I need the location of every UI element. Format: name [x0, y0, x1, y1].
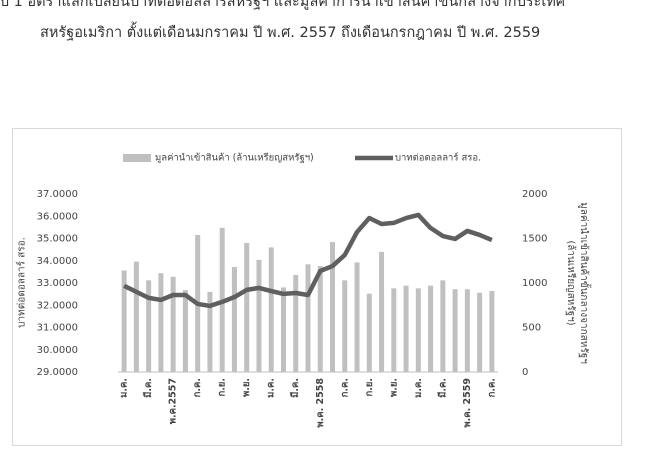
bar [366, 293, 372, 372]
bar [440, 280, 446, 372]
bar [317, 266, 323, 372]
legend-label: มูลค่านำเข้าสินค้า (ล้านเหรียญสหรัฐฯ) [155, 152, 314, 164]
bar [121, 270, 127, 372]
bar [231, 266, 237, 372]
bar [477, 292, 483, 372]
bar [354, 262, 360, 372]
line [123, 212, 493, 309]
bar [268, 247, 274, 372]
x-tick-label: พ.ค.2557 [168, 378, 179, 424]
bar [256, 259, 262, 372]
bar [391, 288, 397, 372]
y-tick-label: 32.0000 [37, 300, 78, 311]
y-tick-label: 30.0000 [37, 345, 78, 356]
bar [464, 289, 470, 372]
bar [379, 251, 385, 372]
y-tick-label: 31.0000 [37, 323, 78, 334]
y-tick-label: 29.0000 [37, 367, 78, 378]
x-tick-label: มี.ค. [142, 378, 154, 398]
y2-axis-title: มูลค่านำเข้าสินค้าขั้นกลางจากสหรัฐฯ (ล้า… [565, 202, 589, 364]
y2-tick-label: 0 [522, 367, 528, 378]
bar [207, 291, 213, 372]
y-axis-title: บาทต่อดอลลาร์ สรอ. [16, 237, 28, 328]
y2-tick-label: 2000 [522, 189, 547, 200]
x-tick-label: พ.ค. 2558 [315, 378, 326, 428]
y-tick-label: 37.0000 [37, 189, 78, 200]
bar [452, 289, 458, 372]
x-tick-label: มี.ค. [436, 378, 448, 398]
x-tick-label: พ.ค. 2559 [462, 378, 473, 428]
bar [146, 280, 152, 372]
y2-tick-label: 1000 [522, 278, 547, 289]
caption: รูป 1 อัตราแลกเปลี่ยนบาทต่อดอลลาร์สหรัฐฯ… [0, 0, 566, 41]
bar [244, 242, 250, 372]
x-tick-label: ก.ค. [339, 378, 350, 397]
bar [428, 285, 434, 372]
y2-tick-label: 500 [522, 323, 541, 334]
y-tick-label: 35.0000 [37, 234, 78, 245]
y-tick-label: 34.0000 [37, 256, 78, 267]
legend-swatch [123, 154, 151, 162]
bar [415, 288, 421, 372]
x-tick-label: ม.ค. [266, 378, 277, 398]
x-tick-label: มี.ค. [289, 378, 301, 398]
x-tick-label: ก.ค. [192, 378, 203, 397]
x-tick-label: ก.ย. [217, 378, 228, 397]
y2-tick-label: 1500 [522, 234, 547, 245]
x-tick-label: ม.ค. [119, 378, 130, 398]
bar [489, 291, 495, 372]
bar [170, 276, 176, 372]
y-tick-label: 33.0000 [37, 278, 78, 289]
bar [133, 261, 139, 372]
bar [158, 273, 164, 372]
bar [305, 264, 311, 372]
x-tick-label: พ.ย. [241, 378, 252, 397]
x-tick-label: ก.ย. [364, 378, 375, 397]
x-tick-label: ก.ค. [486, 378, 497, 397]
x-tick-label: ม.ค. [413, 378, 424, 398]
legend-label: บาทต่อดอลลาร์ สรอ. [395, 152, 481, 164]
bar [293, 274, 299, 372]
bar [403, 285, 409, 372]
bar [182, 290, 188, 372]
chart-frame [12, 128, 622, 446]
bar [280, 287, 286, 372]
bar [330, 242, 336, 372]
y-tick-label: 36.0000 [37, 211, 78, 222]
x-tick-label: พ.ย. [388, 378, 399, 397]
bar [342, 280, 348, 372]
